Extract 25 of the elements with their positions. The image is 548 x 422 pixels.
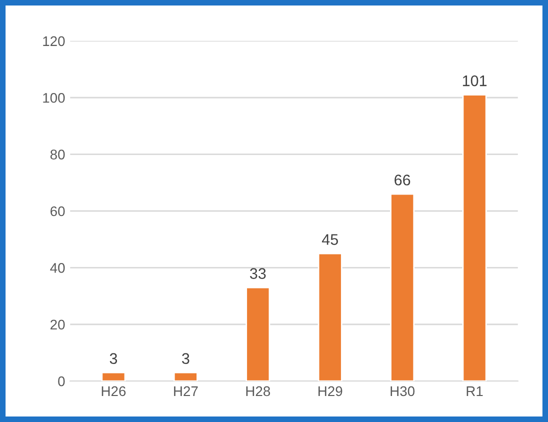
y-tick-label: 20 [50,320,65,330]
data-label: 101 [462,75,487,86]
y-tick-label: 0 [58,376,65,386]
x-tick-label: H27 [174,386,198,396]
data-label: 66 [394,174,410,186]
x-tick-label: H28 [246,386,270,396]
bar [246,286,270,382]
bar [173,372,198,382]
bar [318,252,342,382]
bar [101,372,126,382]
data-label: 3 [182,353,190,364]
y-tick-label: 100 [43,92,65,103]
y-tick-label: 120 [43,36,65,46]
data-label: 45 [322,234,338,245]
y-tick-label: 60 [50,206,65,216]
data-label: 3 [110,353,118,364]
x-tick-label: H30 [390,386,415,396]
x-tick-label: H26 [102,386,126,396]
data-label: 33 [250,268,266,279]
y-tick-label: 40 [50,263,65,273]
x-tick-label: H29 [318,386,342,396]
bar [390,193,415,382]
y-tick-label: 80 [50,150,65,160]
bar [462,94,487,382]
x-tick-label: R1 [466,386,483,396]
